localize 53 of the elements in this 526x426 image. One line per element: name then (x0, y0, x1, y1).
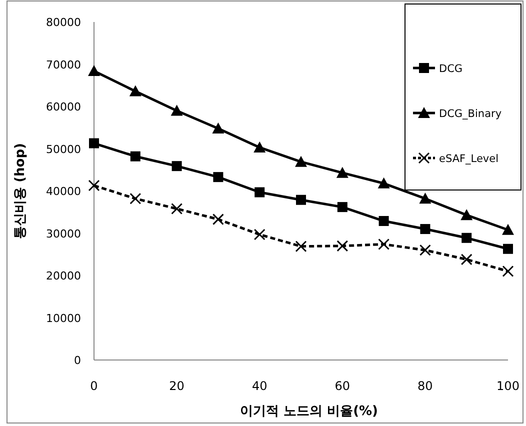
point (130, 151, 140, 162)
point (171, 202, 183, 214)
point (212, 122, 224, 134)
point (130, 192, 142, 204)
x-tick-label: 60 (334, 379, 350, 393)
legend-label: DCG_Binary (439, 108, 502, 120)
x-tick-label: 0 (90, 379, 98, 393)
y-tick-label: 0 (74, 354, 81, 367)
legend-label: DCG (439, 63, 463, 75)
y-tick-label: 60000 (46, 100, 81, 114)
y-axis-title: 통신비용 (hop) (13, 143, 28, 239)
point (170, 104, 183, 116)
point (378, 238, 390, 250)
point (295, 156, 307, 167)
x-tick-label: 40 (252, 379, 268, 393)
point (419, 244, 431, 256)
y-tick-label: 80000 (46, 16, 81, 29)
x-tick-label: 100 (496, 379, 520, 393)
point (419, 192, 432, 204)
point (212, 214, 224, 226)
point (336, 166, 348, 178)
point (460, 254, 472, 266)
point (254, 228, 266, 240)
legend-label: eSAF_Level (439, 153, 499, 165)
y-tick-label: 20000 (46, 270, 81, 282)
point (462, 232, 472, 243)
y-tick-label: 50000 (46, 142, 81, 156)
y-tick-label: 30000 (46, 227, 81, 240)
y-tick-label: 10000 (46, 312, 81, 325)
point (296, 194, 306, 205)
x-tick-label: 20 (169, 379, 184, 393)
point (89, 138, 99, 148)
point (420, 224, 430, 234)
point (254, 187, 265, 198)
point (88, 65, 100, 76)
point (502, 224, 514, 235)
point (503, 244, 513, 254)
point (378, 216, 389, 226)
point (129, 85, 142, 96)
y-tick-label: 70000 (46, 58, 81, 72)
point (254, 141, 266, 152)
x-tick-label: 80 (418, 379, 433, 393)
y-tick-label: 40000 (46, 185, 81, 198)
x-axis-title: 이기적 노드의 비율(%) (240, 404, 378, 419)
point (460, 209, 473, 220)
point (502, 266, 514, 278)
point (336, 240, 348, 252)
point (295, 240, 307, 252)
point (378, 177, 390, 188)
point (337, 202, 348, 212)
point (88, 180, 100, 192)
point (172, 161, 182, 172)
point (213, 172, 224, 182)
